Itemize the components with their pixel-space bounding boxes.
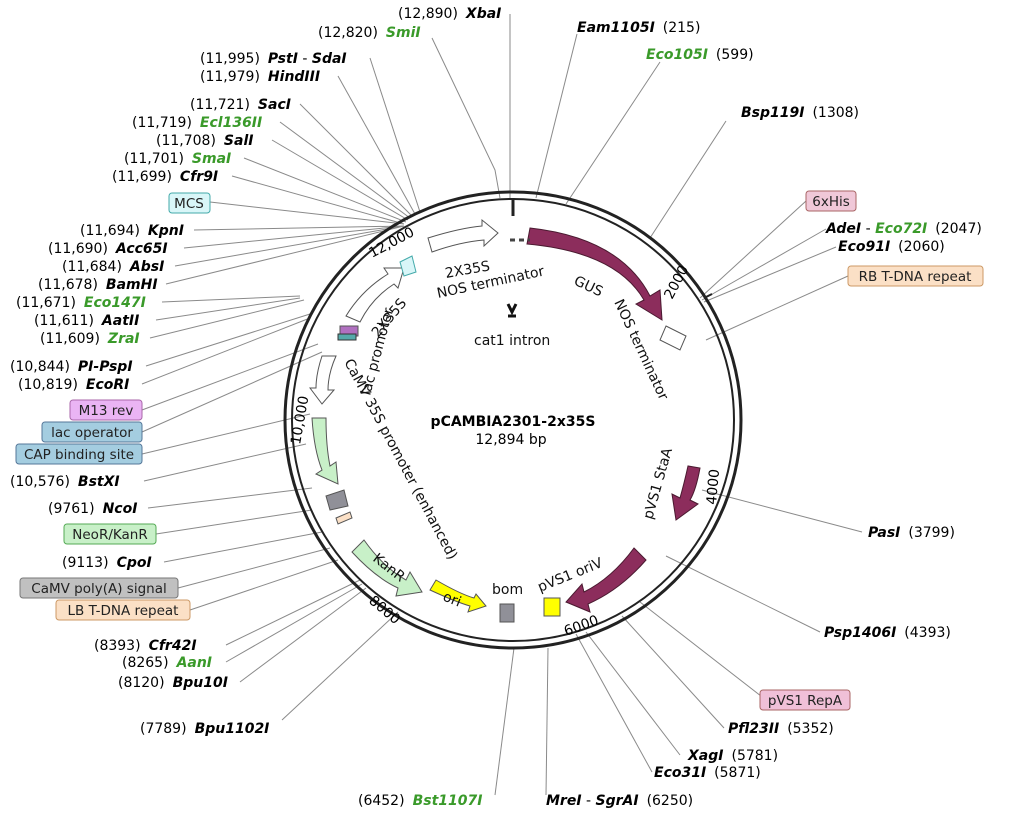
site-pasi[interactable]: PasI (3799) bbox=[868, 525, 955, 541]
backbone-outer bbox=[283, 190, 743, 650]
features bbox=[309, 218, 701, 623]
site-ecl136ii[interactable]: (11,719) Ecl136II bbox=[132, 115, 262, 131]
site-bpu1102i[interactable]: (7789) Bpu1102I bbox=[140, 721, 269, 737]
ori-shape bbox=[429, 579, 487, 613]
site-labels-left: (12,890) XbaI (12,820) SmiI (11,995) PstI -… bbox=[10, 6, 501, 809]
tick-6000: 6000 bbox=[562, 613, 601, 640]
polya-box[interactable]: CaMV poly(A) signal bbox=[19, 577, 179, 599]
cat1-intron-label: cat1 intron bbox=[474, 333, 550, 349]
pvs1-oriv-shape bbox=[565, 547, 647, 613]
nos-terminator-right-label: NOS terminator bbox=[610, 297, 671, 403]
kanr-shape bbox=[351, 539, 423, 597]
mcs-shape bbox=[399, 255, 417, 277]
site-cfr42i[interactable]: (8393) Cfr42I bbox=[94, 638, 197, 654]
svg-text:RB T-DNA repeat: RB T-DNA repeat bbox=[859, 269, 972, 285]
site-psp1406i[interactable]: Psp1406I (4393) bbox=[824, 625, 951, 641]
lb-shape bbox=[335, 511, 353, 525]
pvs1-oriv-small-shape bbox=[543, 597, 561, 617]
leader-lines bbox=[141, 14, 863, 796]
cap-box[interactable]: CAP binding site bbox=[15, 443, 143, 465]
annotation-boxes: MCS 6xHis RB T-DNA repeat M13 rev lac op… bbox=[15, 190, 984, 711]
plasmid-name: pCAMBIA2301-2x35S bbox=[431, 414, 596, 430]
neo-kanr-shape bbox=[311, 417, 339, 485]
svg-text:MCS: MCS bbox=[174, 196, 204, 212]
site-psti[interactable]: (11,995) PstI - SdaI bbox=[200, 51, 347, 67]
polya-shape bbox=[325, 489, 349, 511]
site-aani[interactable]: (8265) AanI bbox=[122, 655, 212, 671]
2x35s-a-label: 2X35S bbox=[444, 258, 491, 282]
ori-label: ori bbox=[441, 589, 464, 611]
tick-4000: 4000 bbox=[704, 468, 723, 505]
site-pi-pspi[interactable]: (10,844) PI-PspI bbox=[10, 359, 133, 375]
his-box[interactable]: 6xHis bbox=[805, 190, 857, 212]
site-labels-right: MreI - SgrAI (6250) Eam1105I (215) Eco105I… bbox=[546, 20, 982, 809]
bom-label: bom bbox=[492, 582, 523, 598]
site-smii[interactable]: (12,820) SmiI bbox=[318, 25, 421, 41]
site-bpu10i[interactable]: (8120) Bpu10I bbox=[118, 675, 228, 691]
gus-arrow[interactable] bbox=[526, 227, 663, 321]
svg-text:CaMV poly(A) signal: CaMV poly(A) signal bbox=[31, 581, 166, 597]
neo-box[interactable]: NeoR/KanR bbox=[63, 523, 157, 545]
promoter-2x35s-a-shape bbox=[427, 218, 499, 253]
site-ncoi[interactable]: (9761) NcoI bbox=[48, 501, 137, 517]
mcs-box[interactable]: MCS bbox=[168, 192, 211, 214]
pvs1-staa-shape bbox=[671, 465, 701, 521]
site-smai[interactable]: (11,701) SmaI bbox=[124, 151, 231, 167]
svg-text:NeoR/KanR: NeoR/KanR bbox=[72, 527, 147, 543]
site-eco147i[interactable]: (11,671) Eco147I bbox=[16, 295, 146, 311]
camv35s-label: CaMV 35S promoter (enhanced) bbox=[340, 356, 460, 562]
site-acc65i[interactable]: (11,690) Acc65I bbox=[48, 241, 168, 257]
site-bsp119i[interactable]: Bsp119I (1308) bbox=[741, 105, 859, 121]
camv35s-shape bbox=[309, 355, 337, 405]
site-eam1105i[interactable]: Eam1105I (215) bbox=[577, 20, 700, 36]
site-hindiii[interactable]: (11,979) HindIII bbox=[200, 69, 320, 85]
svg-text:6xHis: 6xHis bbox=[812, 194, 850, 210]
site-eco31i[interactable]: Eco31I (5871) bbox=[654, 765, 761, 781]
site-mrei[interactable]: MreI - SgrAI (6250) bbox=[546, 793, 693, 809]
promoter-2x35s-b-shape bbox=[345, 267, 405, 323]
site-adei[interactable]: AdeI - Eco72I (2047) bbox=[825, 221, 982, 237]
site-xagi[interactable]: XagI (5781) bbox=[687, 748, 778, 764]
svg-text:pVS1 RepA: pVS1 RepA bbox=[768, 693, 843, 709]
svg-text:CAP binding site: CAP binding site bbox=[24, 447, 134, 463]
site-aatii[interactable]: (11,611) AatII bbox=[34, 313, 139, 329]
lacop-box[interactable]: lac operator bbox=[41, 421, 143, 443]
site-cpoi[interactable]: (9113) CpoI bbox=[62, 555, 152, 571]
plasmid-size: 12,894 bp bbox=[475, 432, 546, 448]
site-saci[interactable]: (11,721) SacI bbox=[190, 97, 291, 113]
m13-box[interactable]: M13 rev bbox=[69, 399, 143, 421]
site-bamhi[interactable]: (11,678) BamHI bbox=[38, 277, 158, 293]
site-xbai[interactable]: (12,890) XbaI bbox=[398, 6, 501, 22]
gus-label: GUS bbox=[571, 273, 605, 300]
site-bst1107i[interactable]: (6452) Bst1107I bbox=[358, 793, 482, 809]
tick-8000: 8000 bbox=[365, 593, 403, 628]
svg-text:lac operator: lac operator bbox=[51, 425, 133, 441]
bom-shape bbox=[499, 603, 515, 623]
pvs1-staa-label: pVS1 StaA bbox=[640, 446, 676, 521]
tick-2000: 2000 bbox=[661, 263, 692, 302]
nos-terminator-right-shape bbox=[659, 325, 687, 351]
site-sali[interactable]: (11,708) SalI bbox=[156, 133, 253, 149]
tick-mark-2000 bbox=[703, 293, 713, 299]
site-kpni[interactable]: (11,694) KpnI bbox=[80, 223, 184, 239]
svg-text:LB T-DNA repeat: LB T-DNA repeat bbox=[68, 603, 179, 619]
site-eco91i[interactable]: Eco91I (2060) bbox=[838, 239, 945, 255]
site-absi[interactable]: (11,684) AbsI bbox=[62, 259, 164, 275]
svg-text:M13 rev: M13 rev bbox=[79, 403, 134, 419]
site-ecori[interactable]: (10,819) EcoRI bbox=[18, 377, 129, 393]
cat1-intron-shape bbox=[506, 303, 518, 318]
site-bstxi[interactable]: (10,576) BstXI bbox=[10, 474, 120, 490]
site-eco105i[interactable]: Eco105I (599) bbox=[646, 47, 754, 63]
site-cfr9i[interactable]: (11,699) Cfr9I bbox=[112, 169, 218, 185]
site-zrai[interactable]: (11,609) ZraI bbox=[40, 331, 140, 347]
lb-box[interactable]: LB T-DNA repeat bbox=[55, 599, 191, 621]
cap-site-shape bbox=[337, 333, 357, 341]
tick-12000: 12,000 bbox=[366, 224, 417, 261]
site-pfl23ii[interactable]: Pfl23II (5352) bbox=[728, 721, 834, 737]
repa-box[interactable]: pVS1 RepA bbox=[759, 689, 851, 711]
rb-box[interactable]: RB T-DNA repeat bbox=[847, 265, 984, 287]
